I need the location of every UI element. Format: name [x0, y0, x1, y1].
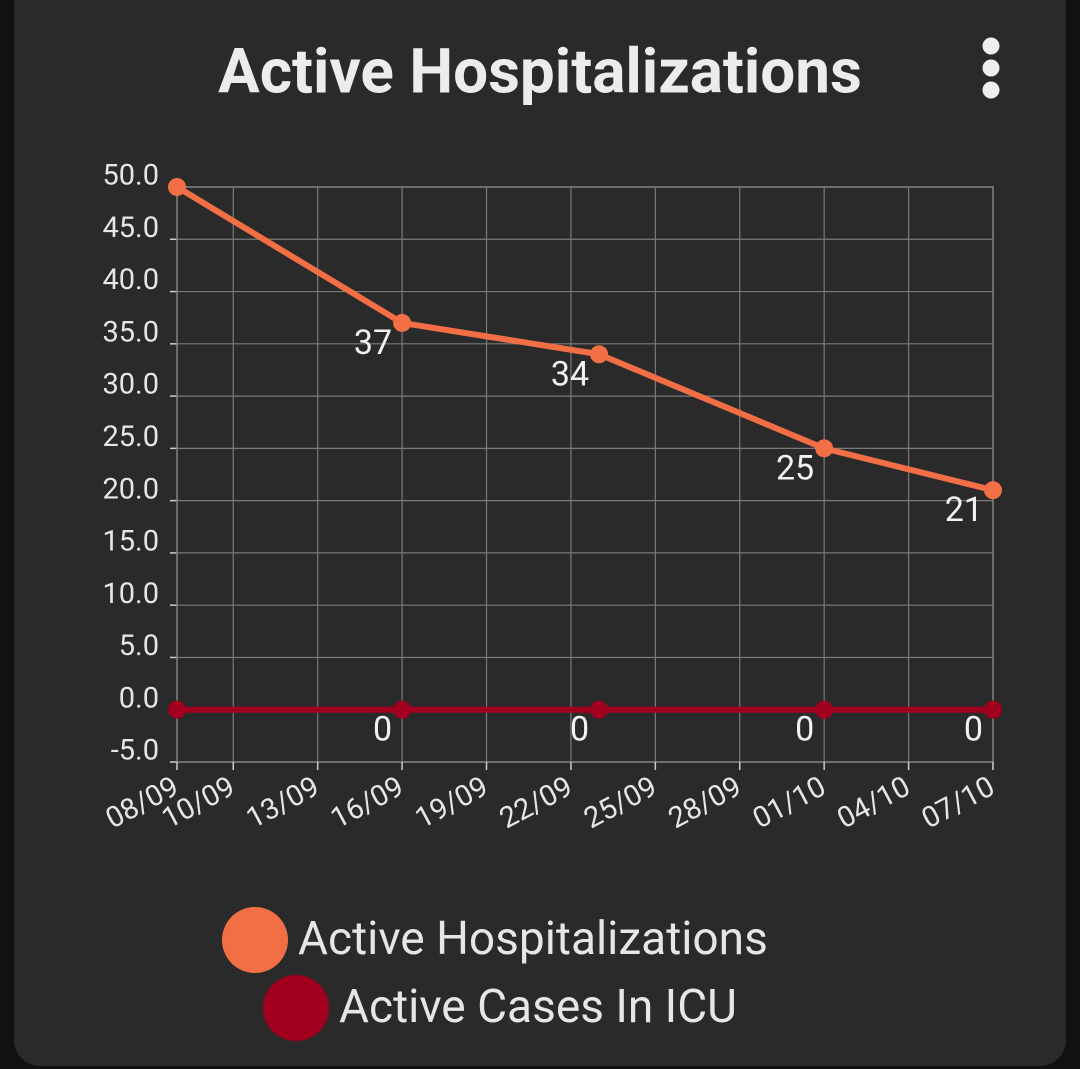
- data-point: [590, 345, 609, 364]
- data-label: 0: [964, 710, 983, 750]
- data-point: [815, 439, 834, 458]
- y-tick-label: 5.0: [119, 629, 159, 663]
- data-label: 25: [776, 448, 814, 488]
- y-tick-label: 45.0: [102, 211, 159, 245]
- data-point: [590, 700, 609, 719]
- legend-swatch: [222, 907, 288, 973]
- y-tick-label: 25.0: [102, 420, 159, 454]
- legend-label: Active Hospitalizations: [298, 912, 768, 966]
- menu-dot[interactable]: [982, 81, 1000, 99]
- y-tick-label: 50.0: [102, 159, 159, 193]
- legend-swatch: [263, 975, 329, 1041]
- data-point: [984, 700, 1002, 719]
- y-tick-label: -5.0: [111, 734, 159, 768]
- data-point: [984, 481, 1002, 500]
- data-label: 21: [945, 490, 983, 530]
- menu-dot[interactable]: [982, 59, 1000, 77]
- card-background: [14, 0, 1066, 1066]
- y-tick-label: 30.0: [102, 368, 159, 402]
- data-point: [168, 178, 186, 196]
- data-point: [393, 700, 412, 719]
- y-tick-label: 15.0: [102, 525, 159, 559]
- y-tick-label: 0.0: [119, 681, 159, 715]
- data-label: 37: [354, 323, 392, 363]
- y-tick-label: 20.0: [102, 472, 159, 506]
- data-point: [393, 313, 412, 332]
- y-tick-label: 10.0: [102, 577, 159, 611]
- data-point: [168, 700, 186, 719]
- data-label: 0: [373, 710, 392, 750]
- menu-button[interactable]: [982, 37, 1000, 99]
- y-tick-label: 40.0: [102, 263, 159, 297]
- data-label: 0: [570, 710, 589, 750]
- menu-dot[interactable]: [982, 37, 1000, 55]
- data-label: 34: [551, 354, 589, 394]
- chart-title: Active Hospitalizations: [218, 35, 862, 108]
- data-label: 0: [795, 710, 814, 750]
- data-point: [815, 700, 834, 719]
- y-tick-label: 35.0: [102, 315, 159, 349]
- legend-label: Active Cases In ICU: [339, 980, 737, 1034]
